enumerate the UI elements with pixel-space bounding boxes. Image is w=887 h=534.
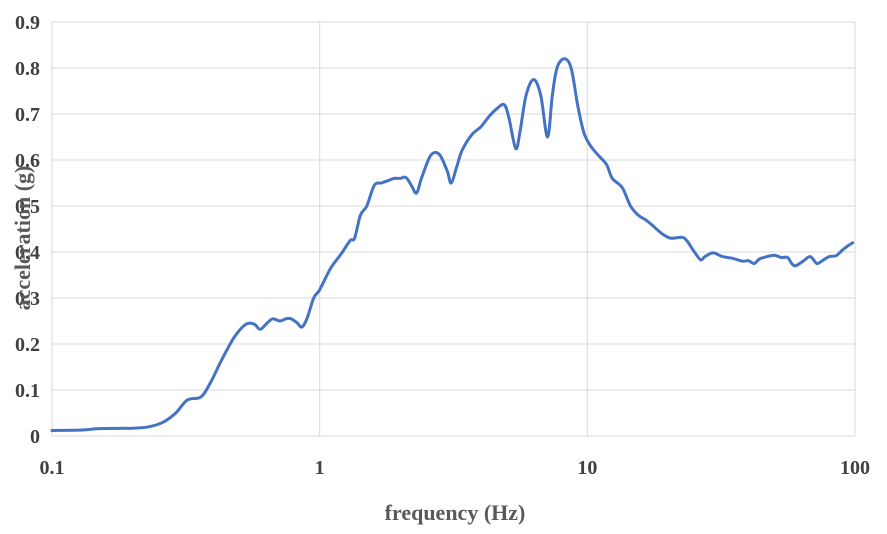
y-tick-label: 0.9: [15, 12, 40, 34]
gridlines: [51, 21, 856, 437]
x-axis-title: frequency (Hz): [385, 500, 526, 525]
y-tick-label: 0.7: [15, 104, 40, 126]
y-tick-label: 0.6: [15, 150, 40, 172]
y-tick-label: 0.4: [15, 242, 40, 264]
x-tick-label: 100: [840, 457, 870, 479]
series-layer: [50, 57, 855, 432]
x-tick-label: 1: [315, 457, 325, 479]
y-tick-label: 0.2: [15, 334, 40, 356]
x-tick-label: 10: [577, 457, 597, 479]
y-axis-title: acceleration (g): [10, 166, 35, 311]
y-tick-labels: 0 0.1 0.2 0.3 0.4 0.5 0.6 0.7 0.8 0.9: [15, 12, 40, 448]
y-tick-label: 0.5: [15, 196, 40, 218]
acceleration-series-line: [50, 57, 855, 432]
y-tick-label: 0: [30, 426, 40, 448]
y-tick-label: 0.8: [15, 58, 40, 80]
y-tick-label: 0.1: [15, 380, 40, 402]
y-tick-label: 0.3: [15, 288, 40, 310]
x-tick-labels: 0.1 1 10 100: [40, 457, 871, 479]
x-tick-label: 0.1: [40, 457, 65, 479]
